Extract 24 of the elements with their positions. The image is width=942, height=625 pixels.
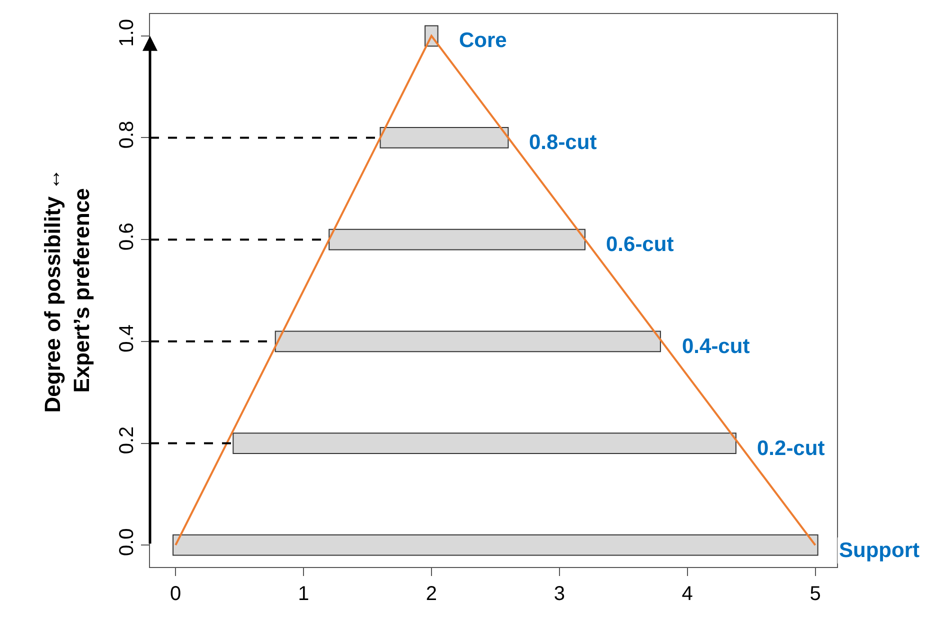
- bar: [232, 432, 736, 454]
- bar: [172, 534, 818, 556]
- text: Support: [839, 539, 920, 562]
- x-tick-label: 0: [170, 583, 182, 605]
- y-tick-label: 0.8: [116, 120, 138, 149]
- y-tick-label: 0.6: [116, 222, 138, 250]
- annotation: 0.2-cut: [757, 437, 825, 460]
- annotation: 0.4-cut: [682, 335, 750, 358]
- y-tick-label: 0.0: [116, 528, 138, 556]
- bar: [328, 228, 586, 250]
- bar: [274, 330, 661, 352]
- x-tick-label: 1: [298, 583, 310, 605]
- x-tick-label: 3: [554, 583, 565, 605]
- y-axis-title: Degree of possibility ↔ Expert’s preference: [40, 168, 94, 413]
- y-tick-label: 0.4: [116, 324, 138, 352]
- bar: [380, 127, 509, 148]
- y-tick-label: 1.0: [116, 18, 138, 47]
- annotation: 0.6-cut: [606, 233, 674, 256]
- annotation: Core: [459, 29, 507, 52]
- x-tick-label: 2: [426, 583, 438, 605]
- x-tick-label: 5: [810, 583, 821, 605]
- x-tick-label: 4: [682, 583, 693, 605]
- annotation: 0.8-cut: [529, 131, 597, 154]
- y-tick-label: 0.2: [116, 426, 138, 454]
